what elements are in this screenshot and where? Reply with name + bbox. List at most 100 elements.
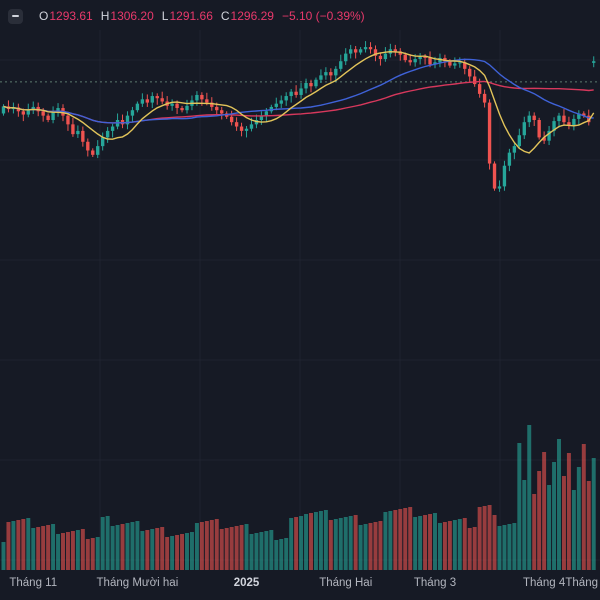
volume-bar: [294, 517, 299, 570]
volume-bar: [56, 534, 61, 570]
candle-body: [349, 49, 353, 54]
candle-body: [21, 111, 25, 115]
candle-body: [577, 113, 581, 119]
candle-body: [587, 115, 591, 123]
candle: [180, 105, 184, 113]
candle-body: [562, 115, 566, 123]
candle-body: [339, 61, 343, 69]
candle: [229, 110, 234, 126]
volume-bar: [244, 524, 249, 570]
volume-bar: [234, 526, 239, 570]
candle-body: [423, 56, 427, 58]
candle-body: [175, 103, 179, 109]
candle: [487, 99, 492, 170]
volume-bar: [507, 524, 512, 570]
candle: [289, 88, 293, 103]
volume-bar: [323, 510, 328, 570]
candle: [284, 92, 288, 106]
volume-bar: [492, 515, 497, 570]
candle-body: [101, 137, 105, 147]
candle: [66, 112, 70, 131]
volume-bar: [140, 531, 145, 570]
candle-body: [378, 55, 383, 60]
volume-bar: [447, 521, 452, 570]
x-tick-label: Tháng Hai: [319, 577, 373, 589]
candle: [552, 117, 556, 137]
candle-body: [497, 186, 502, 189]
candle-body: [220, 110, 224, 114]
candle-body: [289, 91, 293, 97]
candle-body: [110, 126, 115, 131]
volume-bar: [576, 467, 581, 570]
volume-bar: [452, 520, 457, 570]
volume-bar: [199, 522, 204, 570]
candle: [309, 79, 313, 93]
candle: [418, 53, 422, 65]
volume-bar: [180, 534, 185, 570]
volume-bar: [16, 520, 21, 570]
candle: [274, 97, 278, 111]
candle: [81, 126, 85, 147]
candle-body: [572, 118, 576, 126]
volume-bar: [204, 521, 209, 570]
candle-body: [547, 130, 551, 141]
candle: [497, 180, 502, 192]
volume-bar: [110, 526, 115, 570]
candle: [294, 85, 298, 98]
collapse-icon[interactable]: [8, 8, 23, 24]
volume-bar: [1, 542, 6, 570]
candle: [363, 41, 368, 53]
candle: [592, 56, 596, 68]
candle-body: [41, 111, 45, 116]
candle-body: [373, 49, 378, 56]
x-tick-label: 2025: [233, 577, 260, 589]
candle-body: [487, 102, 492, 164]
candle-body: [155, 96, 159, 99]
candle: [86, 138, 90, 157]
candle-body: [210, 102, 214, 107]
volume-bar: [209, 520, 214, 570]
volume-bar: [497, 526, 502, 570]
candle-body: [433, 62, 437, 65]
candle-body: [592, 61, 596, 63]
volume-bar: [378, 521, 383, 570]
candle: [110, 123, 115, 138]
time-axis[interactable]: Tháng 11 Tháng Mười hai 2025 Tháng Hai Tháng…: [0, 570, 600, 600]
candle-body: [468, 68, 472, 77]
candle: [537, 117, 541, 140]
candle: [185, 99, 189, 114]
volume-bar: [318, 511, 323, 570]
candle-body: [517, 135, 521, 147]
volume-bar: [80, 529, 85, 570]
candle-body: [532, 115, 536, 120]
volume-bar: [100, 517, 105, 570]
candle-body: [66, 115, 70, 125]
candle: [527, 111, 531, 128]
candle: [299, 82, 303, 99]
volume-bar: [229, 527, 234, 570]
candle-body: [309, 82, 313, 87]
candle-body: [135, 103, 140, 111]
candle: [582, 111, 586, 118]
candle-body: [542, 137, 546, 141]
candle-body: [76, 130, 80, 135]
candle: [105, 127, 110, 143]
x-tick-label: Tháng 4: [523, 577, 566, 589]
candle-body: [215, 106, 219, 111]
candle-body: [334, 68, 338, 76]
candle: [482, 89, 487, 108]
candle-body: [264, 111, 269, 116]
volume-bar: [343, 517, 348, 570]
x-tick-label: Tháng 3: [413, 577, 457, 589]
candle-body: [91, 150, 95, 155]
volume-bar: [46, 525, 51, 570]
candle-body: [502, 165, 507, 187]
volume-bar: [388, 511, 393, 570]
volume-bar: [433, 513, 437, 570]
volume-bar: [437, 523, 442, 570]
candle: [56, 103, 60, 117]
candle: [304, 78, 308, 94]
candle-body: [413, 59, 417, 63]
volume-bar: [442, 522, 447, 570]
